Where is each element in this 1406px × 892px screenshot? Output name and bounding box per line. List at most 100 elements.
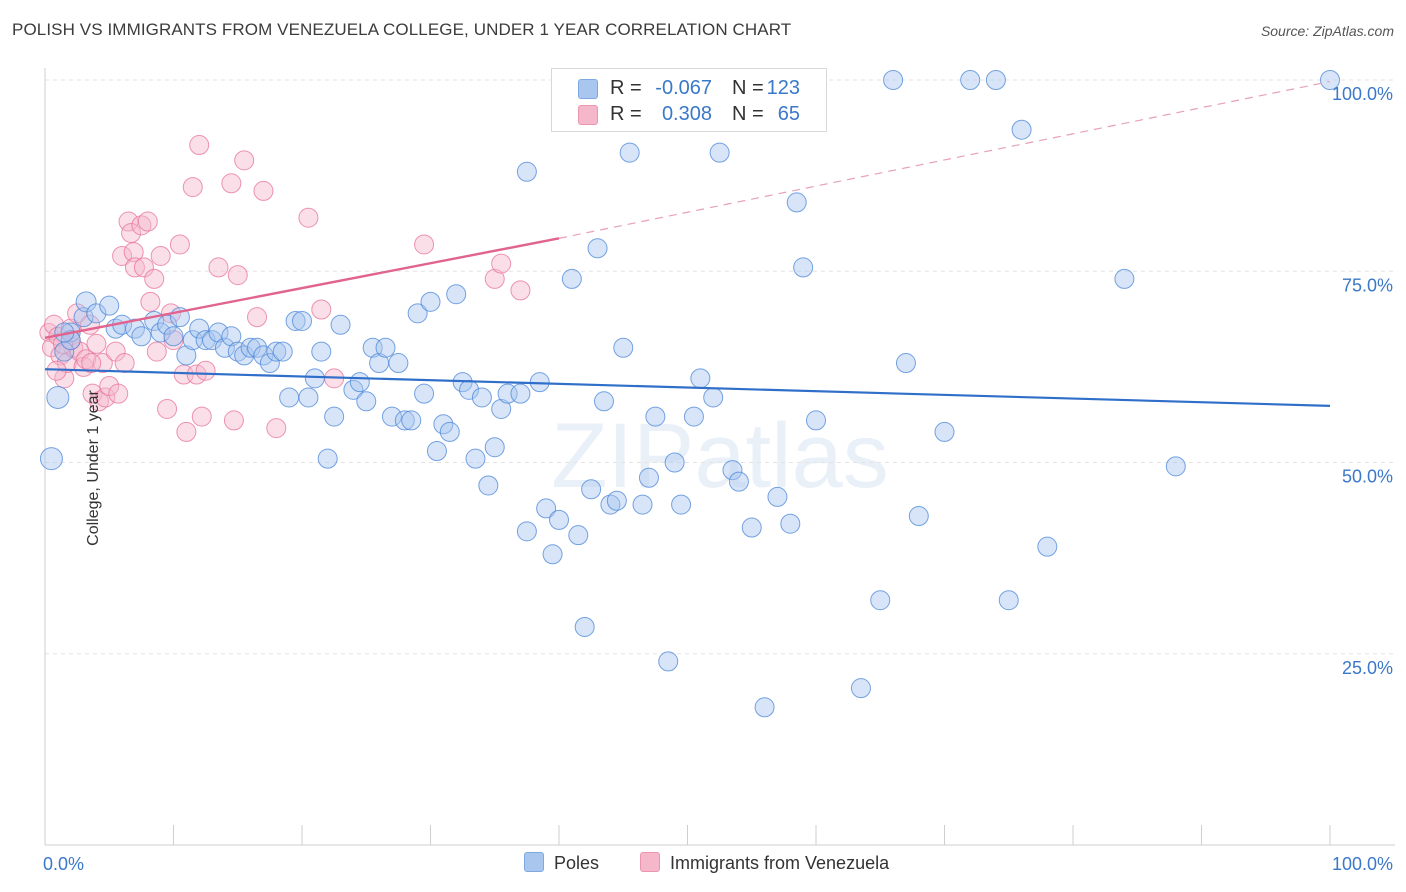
venezuela-trend-extension bbox=[558, 80, 1331, 239]
x-tick-label: 100.0% bbox=[1332, 854, 1393, 874]
poles-point bbox=[985, 70, 1006, 90]
legend-swatch-venezuela bbox=[640, 852, 660, 872]
poles-point bbox=[870, 590, 891, 611]
poles-point bbox=[266, 341, 287, 362]
poles-point bbox=[86, 303, 107, 324]
poles-point bbox=[722, 460, 743, 481]
chart-title: POLISH VS IMMIGRANTS FROM VENEZUELA COLL… bbox=[12, 20, 792, 39]
poles-point bbox=[934, 421, 955, 442]
tick-labels: 25.0% 50.0% 75.0% 100.0% 0.0% 100.0% bbox=[43, 84, 1393, 874]
poles-point bbox=[908, 506, 929, 527]
y-tick-label: 25.0% bbox=[1342, 658, 1393, 678]
poles-point bbox=[883, 70, 904, 90]
venezuela-point bbox=[131, 215, 152, 236]
poles-point bbox=[259, 353, 280, 374]
venezuela-point bbox=[43, 314, 64, 335]
venezuela-point bbox=[150, 245, 171, 266]
venezuela-point bbox=[223, 410, 244, 431]
venezuela-point bbox=[414, 234, 435, 255]
venezuela-point bbox=[92, 353, 113, 374]
poles-point bbox=[46, 385, 70, 409]
poles-point bbox=[1037, 536, 1058, 557]
poles-point bbox=[330, 314, 351, 335]
venezuela-point bbox=[124, 257, 145, 278]
venezuela-point bbox=[133, 257, 154, 278]
poles-point bbox=[574, 616, 595, 637]
poles-point bbox=[703, 387, 724, 408]
poles-point bbox=[542, 544, 563, 565]
poles-point bbox=[1114, 268, 1135, 289]
venezuela-point bbox=[510, 280, 531, 301]
bottom-legend-poles[interactable]: Poles bbox=[524, 852, 599, 874]
venezuela-point bbox=[157, 398, 178, 419]
poles-point bbox=[426, 441, 447, 462]
venezuela-point bbox=[247, 307, 268, 328]
poles-point bbox=[279, 387, 300, 408]
poles-point bbox=[895, 353, 916, 374]
poles-trend-line bbox=[44, 368, 1331, 407]
venezuela-point bbox=[112, 245, 133, 266]
legend-r-label: R = bbox=[610, 77, 642, 99]
poles-point bbox=[690, 368, 711, 389]
venezuela-trend-line bbox=[44, 237, 560, 339]
venezuela-point bbox=[311, 299, 332, 320]
poles-point bbox=[1320, 70, 1340, 90]
poles-point bbox=[671, 494, 692, 515]
poles-point bbox=[292, 310, 312, 331]
bottom-legend-venezuela[interactable]: Immigrants from Venezuela bbox=[640, 852, 889, 874]
poles-point bbox=[420, 291, 441, 312]
venezuela-point bbox=[266, 418, 287, 439]
poles-point bbox=[195, 330, 216, 351]
poles-point bbox=[285, 310, 306, 331]
poles-point bbox=[806, 410, 826, 431]
poles-point bbox=[471, 387, 492, 408]
poles-point bbox=[478, 475, 499, 496]
poles-point bbox=[754, 697, 775, 718]
poles-point bbox=[1011, 119, 1032, 140]
poles-point bbox=[176, 345, 197, 366]
poles-point bbox=[645, 406, 666, 427]
poles-point bbox=[401, 410, 422, 431]
poles-point bbox=[298, 387, 319, 408]
poles-point bbox=[221, 326, 242, 347]
poles-point bbox=[484, 437, 505, 458]
poles-point bbox=[561, 268, 582, 289]
poles-point bbox=[99, 295, 120, 316]
poles-point bbox=[317, 448, 338, 469]
venezuela-point bbox=[140, 291, 161, 312]
poles-point bbox=[465, 448, 486, 469]
legend-row-venezuela: R = 0.308 N = 65 bbox=[552, 100, 826, 126]
poles-point bbox=[850, 678, 871, 699]
poles-point bbox=[741, 517, 762, 538]
poles-point bbox=[728, 471, 749, 492]
venezuela-point bbox=[227, 265, 248, 286]
legend-n-value: 123 bbox=[766, 77, 800, 99]
poles-point bbox=[683, 406, 704, 427]
axes bbox=[44, 68, 1395, 846]
poles-point bbox=[516, 161, 537, 182]
poles-point bbox=[214, 337, 235, 358]
venezuela-point bbox=[144, 268, 165, 289]
poles-point bbox=[388, 353, 409, 374]
poles-point bbox=[407, 303, 428, 324]
poles-point bbox=[240, 337, 261, 358]
venezuela-point bbox=[108, 383, 129, 404]
venezuela-point bbox=[146, 341, 167, 362]
legend-r-label: R = bbox=[610, 103, 642, 125]
venezuela-point bbox=[182, 177, 203, 198]
poles-point bbox=[658, 651, 679, 672]
poles-point bbox=[439, 421, 460, 442]
poles-point bbox=[414, 383, 435, 404]
poles-point bbox=[394, 410, 415, 431]
poles-point bbox=[549, 509, 569, 530]
venezuela-point bbox=[114, 353, 135, 374]
poles-point bbox=[998, 590, 1019, 611]
venezuela-point bbox=[484, 268, 505, 289]
venezuela-point bbox=[189, 135, 210, 156]
poles-point bbox=[593, 391, 614, 412]
watermark: ZIPatlas bbox=[551, 405, 888, 507]
venezuela-point bbox=[208, 257, 229, 278]
poles-point bbox=[73, 307, 94, 328]
poles-point bbox=[163, 326, 184, 347]
